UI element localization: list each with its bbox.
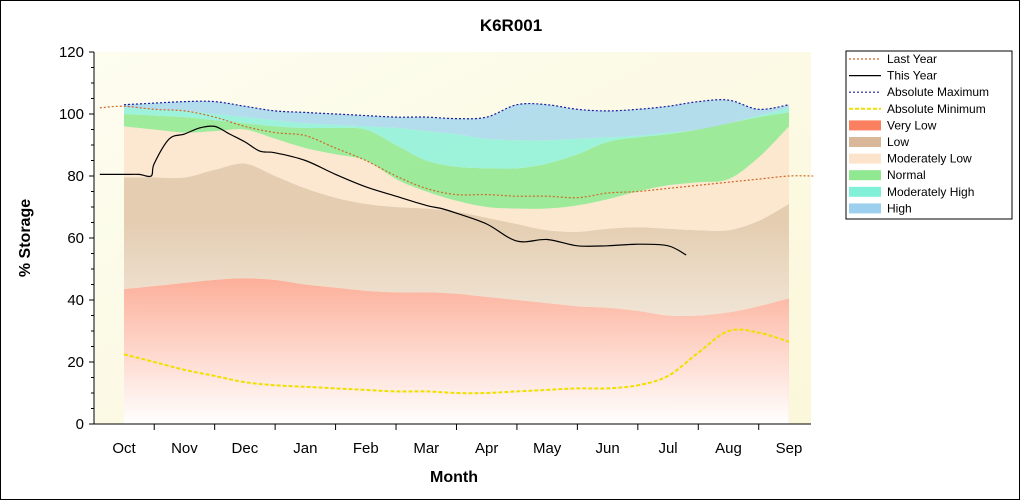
legend-label: Low	[887, 135, 909, 149]
series-line-absolute-minimum	[123, 328, 790, 395]
x-tick-label: Jan	[293, 440, 317, 457]
legend-item-very-low: Very Low	[849, 118, 937, 132]
y-tick-label: 120	[59, 44, 84, 61]
bands-layer	[124, 52, 789, 424]
x-axis-title: Month	[430, 469, 478, 486]
legend-item-absolute-maximum: Absolute Maximum	[849, 85, 989, 99]
legend-item-normal: Normal	[849, 168, 926, 182]
x-tick-label: Nov	[171, 440, 198, 457]
legend-label: Very Low	[887, 118, 937, 132]
legend-item-high: High	[849, 201, 912, 215]
legend-item-moderately-low: Moderately Low	[849, 152, 972, 166]
legend-item-low: Low	[849, 135, 909, 149]
legend-item-moderately-high: Moderately High	[849, 185, 974, 199]
chart-title: K6R001	[480, 16, 542, 35]
x-tick-label: Mar	[413, 440, 439, 457]
legend-label: Moderately High	[887, 185, 974, 199]
x-tick-label: Apr	[475, 440, 498, 457]
x-tick-label: Aug	[715, 440, 742, 457]
legend-label: Moderately Low	[887, 152, 972, 166]
legend-swatch	[849, 137, 881, 147]
x-tick-label: Feb	[353, 440, 379, 457]
legend-item-this-year: This Year	[849, 69, 937, 83]
legend-label: High	[887, 201, 912, 215]
y-tick-label: 40	[67, 292, 84, 309]
y-tick-label: 20	[67, 354, 84, 371]
legend-swatch	[849, 153, 881, 164]
band-fade-overlay	[124, 52, 789, 424]
series-line-this-year	[99, 125, 687, 256]
axes-layer: 0 20 40 60 80 100 120 Oct Nov Dec Jan Feb Mar Apr May J…	[59, 44, 811, 457]
legend-label: Absolute Maximum	[887, 85, 989, 99]
series-line-absolute-maximum	[123, 99, 790, 120]
legend-label: This Year	[887, 69, 937, 83]
y-tick-label: 60	[67, 230, 84, 247]
legend: Last Year This Year Absolute Maximum Absolu…	[845, 50, 1013, 220]
x-tick-label: Jul	[658, 440, 677, 457]
x-tick-label: Jun	[596, 440, 620, 457]
lines-layer	[99, 99, 814, 395]
legend-swatch	[849, 120, 881, 131]
legend-item-absolute-minimum: Absolute Minimum	[849, 102, 986, 116]
x-tick-label: Sep	[776, 440, 803, 457]
legend-label: Absolute Minimum	[887, 102, 986, 116]
x-tick-label: Dec	[232, 440, 259, 457]
legend-swatch	[849, 170, 881, 181]
legend-swatch	[849, 203, 881, 214]
legend-swatch	[849, 186, 881, 197]
y-tick-label: 0	[76, 416, 84, 433]
legend-label: Normal	[887, 168, 926, 182]
y-axis-title: % Storage	[17, 199, 34, 277]
legend-item-last-year: Last Year	[849, 52, 937, 66]
y-tick-label: 80	[67, 168, 84, 185]
legend-label: Last Year	[887, 52, 937, 66]
x-tick-label: Oct	[112, 440, 136, 457]
x-tick-label: May	[533, 440, 562, 457]
y-tick-label: 100	[59, 106, 84, 123]
